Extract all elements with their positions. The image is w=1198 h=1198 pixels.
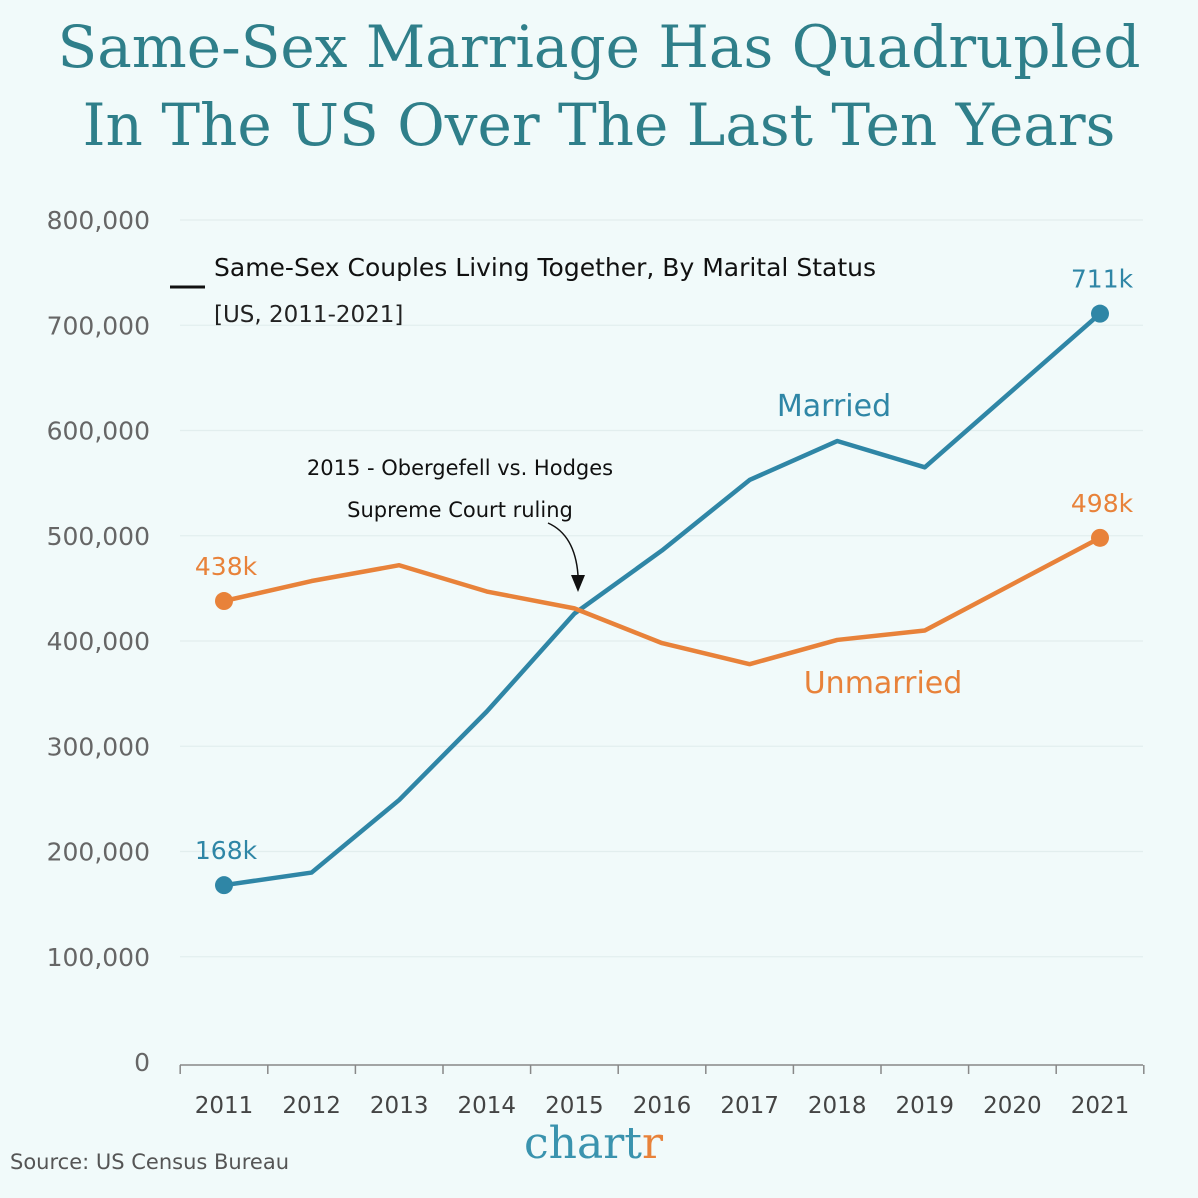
data-point-end	[1091, 528, 1109, 547]
x-tick-label: 2015	[545, 1093, 604, 1119]
y-tick-label: 300,000	[47, 732, 150, 761]
x-tick-label: 2014	[458, 1093, 517, 1119]
y-tick-label: 500,000	[47, 522, 150, 551]
x-tick-label: 2013	[370, 1093, 429, 1119]
data-label-end: 711k	[1071, 265, 1134, 294]
data-label-start: 438k	[195, 552, 258, 581]
x-tick-label: 2011	[195, 1093, 254, 1119]
y-tick-label: 200,000	[47, 838, 150, 867]
y-tick-label: 800,000	[47, 206, 150, 235]
annotation-arrow-line	[547, 522, 579, 576]
legend-title: Same-Sex Couples Living Together, By Mar…	[214, 253, 876, 282]
chartr-logo: chartr	[524, 1118, 663, 1169]
title-line-1: Same-Sex Marriage Has Quadrupled	[57, 13, 1141, 81]
series-line-married	[223, 311, 1102, 888]
x-tick-label: 2017	[720, 1093, 779, 1119]
legend-subtitle: [US, 2011-2021]	[214, 302, 403, 328]
y-tick-label: 400,000	[47, 627, 150, 656]
data-point-start	[215, 876, 233, 895]
series-line-unmarried	[223, 535, 1102, 667]
x-tick-label: 2021	[1071, 1093, 1130, 1119]
y-tick-label: 100,000	[47, 943, 150, 972]
annotation-arrowhead-icon	[571, 575, 585, 592]
chart-title: Same-Sex Marriage Has Quadrupled In The …	[0, 8, 1198, 164]
data-label-end: 498k	[1071, 489, 1134, 518]
title-line-2: In The US Over The Last Ten Years	[82, 91, 1116, 159]
data-point-start	[215, 592, 233, 611]
x-tick-label: 2020	[983, 1093, 1042, 1119]
data-label-start: 168k	[195, 836, 258, 865]
annotation-line-1: 2015 - Obergefell vs. Hodges	[307, 456, 613, 480]
x-tick-label: 2012	[282, 1093, 341, 1119]
y-tick-label: 600,000	[47, 417, 150, 446]
y-tick-label: 700,000	[47, 311, 150, 340]
x-tick-label: 2016	[633, 1093, 692, 1119]
x-tick-label: 2018	[808, 1093, 867, 1119]
source-note: Source: US Census Bureau	[10, 1150, 289, 1174]
x-tick-label: 2019	[896, 1093, 955, 1119]
series-label-married: Married	[777, 389, 891, 424]
series-label-unmarried: Unmarried	[804, 666, 963, 701]
y-tick-label: 0	[134, 1048, 150, 1077]
data-point-end	[1091, 304, 1109, 323]
annotation-line-2: Supreme Court ruling	[347, 498, 573, 522]
